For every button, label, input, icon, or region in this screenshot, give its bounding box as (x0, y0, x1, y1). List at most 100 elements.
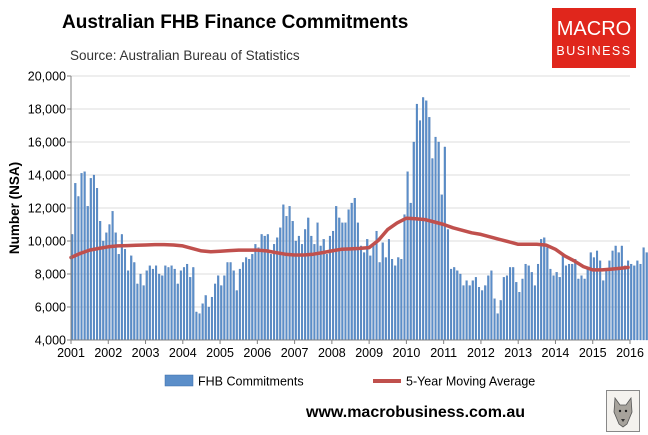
bar (372, 244, 375, 341)
bar (341, 222, 344, 341)
bar (120, 234, 123, 341)
bar (173, 268, 176, 341)
bar (366, 239, 369, 341)
bar (620, 245, 623, 341)
macrobusiness-logo: MACRO BUSINESS (552, 8, 636, 68)
x-tick-label: 2009 (355, 346, 383, 360)
y-tick-label: 18,000 (28, 103, 66, 117)
bar (139, 273, 142, 341)
bar (496, 313, 499, 341)
bar (384, 257, 387, 341)
bar (527, 265, 530, 341)
bar (335, 206, 338, 341)
bar (633, 265, 636, 341)
bar (487, 275, 490, 341)
bar (347, 209, 350, 341)
bar (130, 255, 133, 341)
bar (378, 262, 381, 341)
y-tick-label: 12,000 (28, 202, 66, 216)
y-tick-label: 4,000 (35, 334, 66, 348)
bar (241, 262, 245, 341)
bar (555, 272, 558, 341)
bar (505, 275, 508, 341)
y-tick-label: 8,000 (35, 268, 66, 282)
legend-swatch-commitments (164, 374, 194, 387)
bar (605, 270, 608, 341)
bar (543, 237, 546, 341)
bar (195, 311, 198, 341)
bar (232, 270, 235, 341)
bar (96, 188, 99, 341)
bar (630, 263, 633, 341)
x-tick-label: 2015 (579, 346, 607, 360)
website-url: www.macrobusiness.com.au (306, 404, 526, 421)
bar (136, 283, 139, 341)
x-tick-label: 2014 (542, 346, 570, 360)
bar (363, 252, 366, 341)
bar (611, 250, 614, 341)
bar (257, 247, 260, 341)
bar (599, 260, 602, 341)
bar (645, 252, 648, 341)
y-axis-label: Number (NSA) (7, 162, 22, 254)
bar (201, 303, 204, 341)
chart-source: Source: Australian Bureau of Statistics (70, 48, 300, 63)
bar (428, 117, 431, 341)
bar (176, 283, 179, 341)
bar (602, 280, 605, 341)
bar (443, 146, 446, 341)
y-tick-label: 10,000 (28, 235, 66, 249)
bar (133, 262, 136, 341)
x-tick-label: 2003 (132, 346, 160, 360)
bar (369, 255, 372, 341)
bar (608, 260, 611, 341)
bar (446, 229, 449, 341)
bar (158, 273, 161, 341)
logo-background (552, 8, 636, 68)
bar (471, 280, 474, 341)
x-tick-label: 2011 (430, 346, 457, 360)
bar (564, 265, 567, 341)
bar (288, 206, 291, 341)
bar (344, 222, 347, 341)
chart-axes: 4,000 6,000 8,000 10,000 12,000 14,000 16,000 1… (7, 70, 644, 361)
bar (627, 260, 630, 341)
bar (568, 263, 571, 341)
bar (493, 298, 496, 341)
bar (285, 216, 288, 341)
bar (248, 259, 251, 341)
bar (440, 194, 443, 341)
x-tick-label: 2016 (616, 346, 644, 360)
bar (623, 265, 626, 341)
bar (397, 257, 400, 341)
bar (151, 268, 154, 341)
bar (636, 260, 639, 341)
bar (269, 254, 272, 341)
bar (198, 313, 201, 341)
bar (114, 232, 117, 341)
bar (179, 270, 182, 341)
bar (189, 277, 192, 341)
bar (89, 178, 92, 341)
bar (217, 275, 220, 341)
bar (394, 265, 397, 341)
bar (453, 267, 456, 341)
bar (99, 221, 102, 341)
bar (595, 250, 599, 341)
legend-label-moving-average: 5-Year Moving Average (406, 375, 535, 389)
bar (123, 249, 127, 341)
bar (459, 273, 462, 341)
bar (381, 242, 384, 341)
bar (214, 283, 217, 341)
bar (353, 197, 356, 341)
bar (639, 263, 642, 341)
bar (474, 277, 477, 341)
bar (245, 257, 248, 341)
bar (229, 262, 232, 341)
logo-line2: BUSINESS (556, 44, 631, 58)
bar (254, 244, 257, 341)
x-tick-label: 2008 (318, 346, 346, 360)
bar (71, 234, 74, 341)
bar (462, 285, 465, 341)
bar (614, 245, 617, 341)
